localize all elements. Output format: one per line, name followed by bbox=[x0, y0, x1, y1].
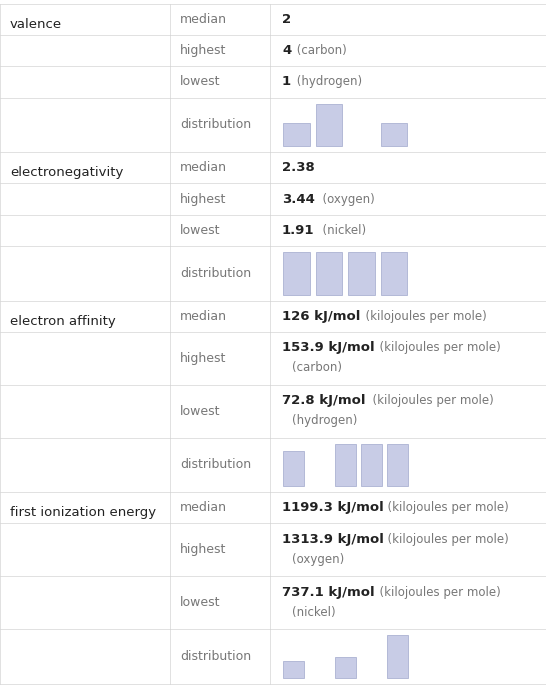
Text: 1313.9 kJ/mol: 1313.9 kJ/mol bbox=[282, 533, 384, 546]
Text: median: median bbox=[180, 502, 227, 515]
Text: (kilojoules per mole): (kilojoules per mole) bbox=[379, 502, 508, 515]
Bar bbox=[283, 661, 304, 678]
Text: electronegativity: electronegativity bbox=[10, 166, 123, 180]
Text: distribution: distribution bbox=[180, 458, 251, 471]
Text: lowest: lowest bbox=[180, 596, 221, 610]
Text: electron affinity: electron affinity bbox=[10, 314, 116, 327]
Text: 4: 4 bbox=[282, 44, 291, 57]
Text: 72.8 kJ/mol: 72.8 kJ/mol bbox=[282, 394, 365, 407]
Text: median: median bbox=[180, 162, 227, 174]
Text: (nickel): (nickel) bbox=[315, 224, 366, 237]
Text: (hydrogen): (hydrogen) bbox=[292, 414, 358, 427]
Text: 1199.3 kJ/mol: 1199.3 kJ/mol bbox=[282, 502, 384, 515]
Text: (carbon): (carbon) bbox=[292, 361, 342, 374]
Text: highest: highest bbox=[180, 544, 227, 557]
Bar bbox=[381, 122, 407, 147]
Text: 737.1 kJ/mol: 737.1 kJ/mol bbox=[282, 585, 375, 599]
Text: 1: 1 bbox=[282, 76, 291, 89]
Text: 1.91: 1.91 bbox=[282, 224, 314, 237]
Text: distribution: distribution bbox=[180, 118, 251, 131]
Text: (kilojoules per mole): (kilojoules per mole) bbox=[372, 585, 501, 599]
Text: 2.38: 2.38 bbox=[282, 162, 314, 174]
Text: 126 kJ/mol: 126 kJ/mol bbox=[282, 310, 360, 323]
Bar bbox=[316, 103, 342, 147]
Text: (kilojoules per mole): (kilojoules per mole) bbox=[372, 341, 501, 354]
Bar bbox=[335, 444, 357, 486]
Bar bbox=[335, 656, 357, 678]
Text: 2: 2 bbox=[282, 13, 291, 26]
Text: valence: valence bbox=[10, 18, 62, 31]
Text: distribution: distribution bbox=[180, 650, 251, 663]
Text: (kilojoules per mole): (kilojoules per mole) bbox=[365, 394, 494, 407]
Text: lowest: lowest bbox=[180, 76, 221, 89]
Bar bbox=[348, 252, 375, 294]
Bar bbox=[283, 252, 310, 294]
Bar bbox=[387, 635, 408, 678]
Text: median: median bbox=[180, 13, 227, 26]
Bar bbox=[283, 122, 310, 147]
Bar bbox=[381, 252, 407, 294]
Text: lowest: lowest bbox=[180, 224, 221, 237]
Bar bbox=[316, 252, 342, 294]
Text: median: median bbox=[180, 310, 227, 323]
Text: first ionization energy: first ionization energy bbox=[10, 506, 156, 519]
Text: highest: highest bbox=[180, 44, 227, 57]
Bar bbox=[283, 451, 304, 486]
Bar bbox=[387, 444, 408, 486]
Text: highest: highest bbox=[180, 193, 227, 206]
Text: (oxygen): (oxygen) bbox=[315, 193, 375, 206]
Text: distribution: distribution bbox=[180, 267, 251, 279]
Text: 3.44: 3.44 bbox=[282, 193, 315, 206]
Text: (kilojoules per mole): (kilojoules per mole) bbox=[379, 533, 508, 546]
Text: highest: highest bbox=[180, 352, 227, 365]
Text: (hydrogen): (hydrogen) bbox=[293, 76, 363, 89]
Text: (oxygen): (oxygen) bbox=[292, 553, 344, 566]
Text: (carbon): (carbon) bbox=[293, 44, 347, 57]
Text: (kilojoules per mole): (kilojoules per mole) bbox=[358, 310, 486, 323]
Text: 153.9 kJ/mol: 153.9 kJ/mol bbox=[282, 341, 375, 354]
Text: lowest: lowest bbox=[180, 405, 221, 418]
Bar bbox=[361, 444, 382, 486]
Text: (nickel): (nickel) bbox=[292, 606, 336, 619]
